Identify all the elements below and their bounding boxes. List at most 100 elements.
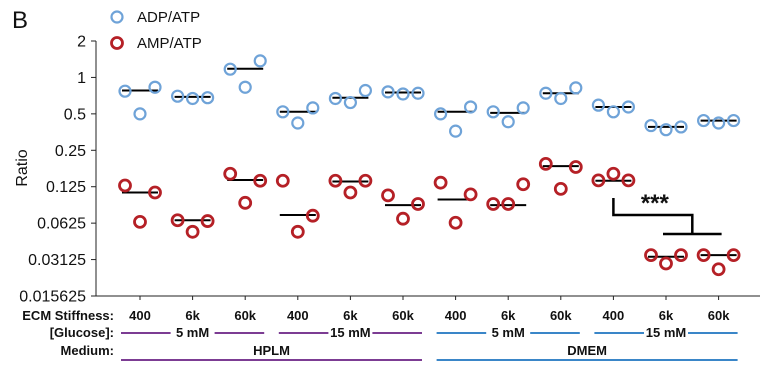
glucose-row: 5 mM 15 mM 5 mM 15 mM bbox=[121, 325, 738, 340]
legend-amp-label: AMP/ATP bbox=[137, 35, 202, 52]
stiffness-label: 400 bbox=[129, 308, 151, 323]
significance-line bbox=[612, 198, 694, 234]
adp-point bbox=[606, 105, 621, 119]
row-label-stiffness: ECM Stiffness: bbox=[22, 308, 114, 323]
adp-point bbox=[343, 95, 357, 110]
glucose-group-label: 5 mM bbox=[176, 325, 209, 340]
adp-point bbox=[486, 105, 500, 119]
amp-point bbox=[726, 248, 741, 263]
adp-point bbox=[554, 91, 568, 106]
y-tick-label: 0.0625 bbox=[37, 216, 86, 233]
amp-point bbox=[305, 208, 320, 223]
adp-point bbox=[396, 87, 410, 101]
stiffness-label: 60k bbox=[550, 308, 572, 323]
glucose-group-label: 15 mM bbox=[646, 325, 686, 340]
amp-point bbox=[606, 166, 621, 181]
amp-point bbox=[448, 215, 463, 230]
stiffness-label: 400 bbox=[287, 308, 309, 323]
medium-label: DMEM bbox=[567, 343, 607, 358]
amp-point bbox=[486, 197, 501, 211]
adp-point bbox=[201, 91, 215, 105]
amp-point bbox=[411, 197, 425, 211]
stiffness-label: 60k bbox=[392, 308, 414, 323]
stiffness-label: 400 bbox=[445, 308, 467, 323]
amp-point bbox=[148, 185, 162, 200]
amp-point bbox=[553, 181, 568, 196]
glucose-group-label: 15 mM bbox=[330, 325, 370, 340]
adp-point bbox=[644, 118, 658, 133]
stiffness-label: 60k bbox=[708, 308, 730, 323]
amp-point bbox=[659, 256, 673, 271]
adp-point bbox=[253, 54, 267, 68]
amp-point bbox=[328, 173, 343, 188]
adp-point bbox=[133, 107, 147, 121]
amp-point bbox=[223, 166, 238, 181]
data-marks bbox=[118, 54, 741, 277]
amp-point bbox=[381, 188, 395, 203]
legend-adp-label: ADP/ATP bbox=[137, 9, 200, 26]
adp-point bbox=[726, 113, 741, 128]
significance-bracket: *** bbox=[612, 190, 722, 236]
adp-point bbox=[148, 80, 162, 94]
panel-label: B bbox=[12, 7, 28, 34]
adp-point bbox=[569, 81, 583, 95]
stiffness-label: 400 bbox=[603, 308, 625, 323]
stiffness-label: 6k bbox=[659, 308, 674, 323]
stiffness-label: 6k bbox=[185, 308, 200, 323]
amp-point bbox=[591, 173, 606, 188]
y-tick-label: 1 bbox=[77, 70, 86, 87]
amp-point bbox=[253, 173, 268, 188]
adp-point bbox=[358, 83, 372, 98]
adp-point bbox=[118, 84, 132, 98]
adp-point bbox=[464, 100, 478, 114]
stiffness-row: 400 6k 60k 400 6k 60k 400 6k 60k 400 6k 60k bbox=[129, 296, 730, 323]
row-label-glucose: [Glucose]: bbox=[50, 325, 114, 340]
y-tick-label: 0.03125 bbox=[28, 252, 86, 269]
row-label-medium: Medium: bbox=[61, 343, 114, 358]
amp-point bbox=[200, 214, 215, 228]
adp-point bbox=[449, 124, 463, 138]
amp-point bbox=[433, 175, 448, 190]
amp-point bbox=[358, 173, 373, 188]
amp-point bbox=[275, 173, 290, 188]
adp-point bbox=[434, 107, 448, 121]
medium-label: HPLM bbox=[253, 343, 290, 358]
adp-point bbox=[674, 120, 688, 134]
y-axis-label: Ratio bbox=[14, 149, 31, 186]
adp-point bbox=[381, 85, 395, 99]
glucose-group-label: 5 mM bbox=[492, 325, 525, 340]
adp-point bbox=[591, 98, 606, 112]
significance-stars: *** bbox=[641, 190, 670, 217]
adp-point bbox=[659, 123, 673, 137]
amp-point bbox=[185, 224, 200, 239]
adp-point bbox=[411, 86, 425, 100]
x-annotation: ECM Stiffness: [Glucose]: Medium: 400 6k 6… bbox=[22, 296, 738, 361]
stiffness-label: 6k bbox=[343, 308, 358, 323]
amp-point bbox=[343, 185, 358, 200]
amp-point bbox=[238, 195, 253, 210]
amp-point bbox=[711, 262, 726, 277]
medium-row: HPLM DMEM bbox=[121, 343, 738, 361]
y-tick-label: 0.125 bbox=[46, 179, 86, 196]
amp-point bbox=[133, 214, 147, 229]
amp-point bbox=[568, 160, 583, 174]
adp-point bbox=[186, 91, 200, 106]
amp-point bbox=[516, 177, 531, 192]
adp-point bbox=[621, 100, 636, 114]
amp-point bbox=[621, 173, 636, 188]
amp-point bbox=[396, 211, 410, 226]
stiffness-label: 6k bbox=[501, 308, 516, 323]
legend-amp-marker bbox=[110, 36, 124, 50]
y-ticks: 2 1 0.5 0.25 0.125 0.0625 0.03125 0.015625 bbox=[19, 34, 96, 306]
y-tick-label: 0.015625 bbox=[19, 289, 86, 306]
adp-point bbox=[501, 115, 515, 129]
adp-point bbox=[238, 80, 252, 94]
amp-point bbox=[501, 197, 516, 211]
adp-point bbox=[291, 116, 305, 130]
legend-adp-marker bbox=[110, 10, 124, 24]
adp-point bbox=[328, 91, 342, 106]
amp-point bbox=[118, 178, 132, 193]
legend: ADP/ATP AMP/ATP bbox=[110, 9, 202, 52]
adp-point bbox=[276, 105, 290, 119]
